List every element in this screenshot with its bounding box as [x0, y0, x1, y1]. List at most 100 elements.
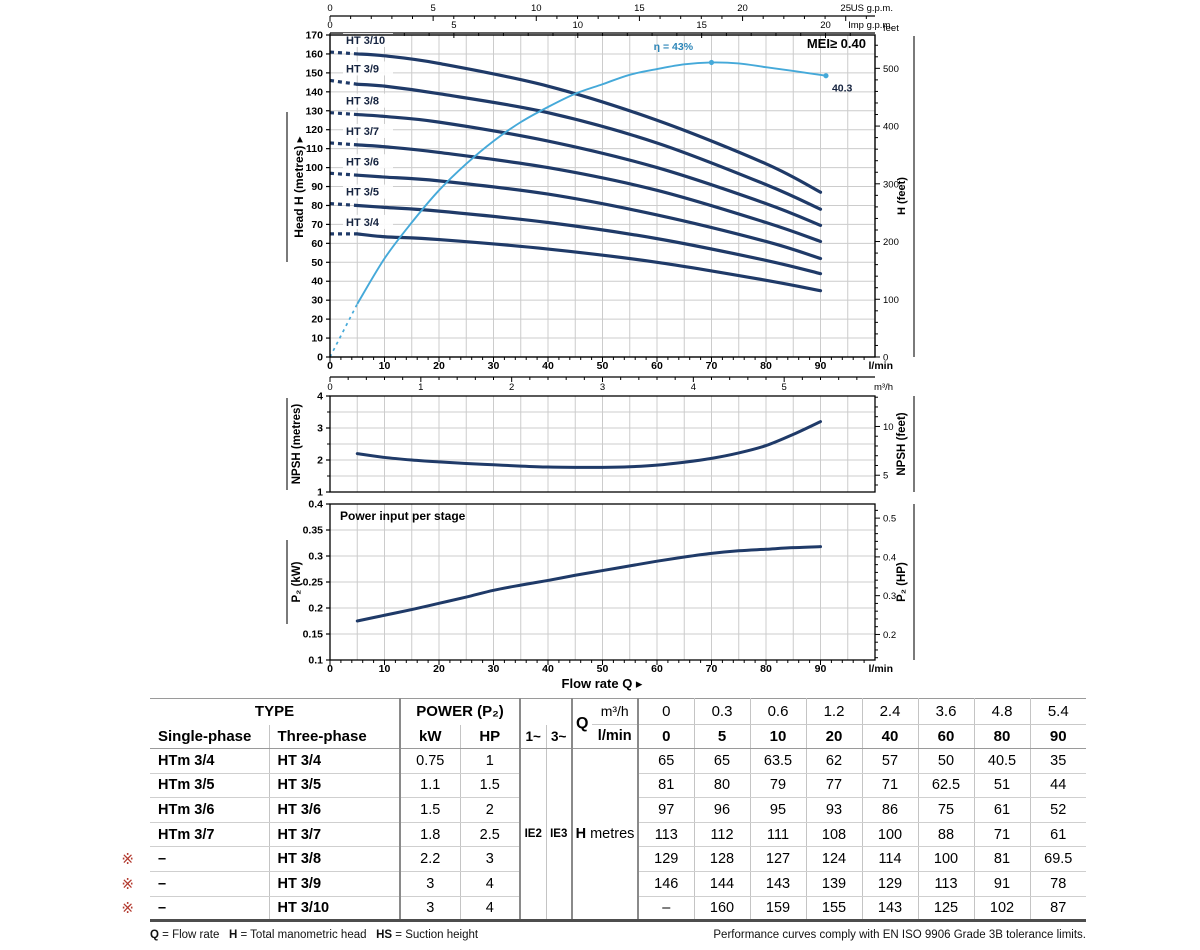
single-phase-model: –: [150, 871, 270, 897]
svg-text:4: 4: [317, 391, 323, 403]
head-value-cell: 80: [694, 773, 751, 799]
single-phase-header: Single-phase: [150, 724, 270, 749]
reference-mark: [95, 749, 150, 774]
svg-text:0.4: 0.4: [308, 499, 323, 511]
head-value-cell: 61: [974, 797, 1031, 823]
head-value-cell: 87: [1030, 896, 1086, 923]
head-value-cell: 44: [1030, 773, 1086, 799]
svg-text:70: 70: [706, 663, 718, 675]
head-value-cell: 86: [862, 797, 919, 823]
svg-text:200: 200: [883, 237, 899, 248]
svg-text:m³/h: m³/h: [874, 382, 893, 393]
tolerance-footnote: Performance curves comply with EN ISO 99…: [713, 929, 1086, 941]
svg-text:10: 10: [531, 3, 542, 14]
svg-text:130: 130: [305, 105, 323, 117]
q-lmin-value: 40: [862, 724, 919, 749]
head-feet-axis-label: H (feet): [896, 177, 908, 215]
head-value-cell: 71: [974, 822, 1031, 848]
svg-text:3: 3: [317, 423, 323, 435]
svg-text:5: 5: [451, 20, 456, 31]
q-lmin-value: 80: [974, 724, 1031, 749]
q-m3h-value: 4.8: [974, 698, 1031, 725]
svg-text:40: 40: [542, 360, 554, 372]
svg-text:80: 80: [311, 200, 323, 212]
reference-mark: ※: [121, 899, 134, 918]
head-value-cell: 124: [806, 846, 863, 872]
svg-text:Imp g.p.m.: Imp g.p.m.: [848, 20, 893, 31]
head-value-cell: 79: [750, 773, 807, 799]
efficiency-peak-dot: [708, 59, 715, 66]
single-phase-model: HTm 3/5: [150, 773, 270, 799]
svg-text:40: 40: [542, 663, 554, 675]
q-lmin-unit: l/min: [597, 728, 632, 744]
head-value-cell: 100: [862, 822, 919, 848]
series-label: HT 3/4: [346, 217, 380, 229]
ie3-badge: IE3: [546, 748, 573, 923]
ie2-badge: IE2: [520, 748, 547, 923]
head-value-cell: 78: [1030, 871, 1086, 897]
head-value-cell: 65: [694, 748, 751, 774]
svg-text:10: 10: [379, 360, 391, 372]
head-value-cell: 65: [638, 748, 695, 774]
head-value-cell: 71: [862, 773, 919, 799]
performance-table: TYPE POWER (P₂) Q m³/h l/min 0 0.3 0.6 1.2 2…: [95, 698, 1086, 923]
single-phase-model: –: [150, 846, 270, 872]
curve-ht-3-4: [355, 232, 823, 293]
q-m3h-value: 0: [638, 698, 695, 725]
head-value-cell: 128: [694, 846, 751, 872]
hp-header: HP: [460, 724, 521, 749]
three-phase-model: HT 3/6: [269, 797, 401, 823]
power-chart-title: Power input per stage: [340, 509, 466, 523]
curve-ht-3-10: [355, 52, 823, 194]
q-label: Q: [576, 714, 589, 732]
single-phase-model: HTm 3/7: [150, 822, 270, 848]
power-kw-axis-label: P₂ (kW): [291, 561, 303, 603]
svg-text:feet: feet: [883, 23, 899, 34]
head-value-cell: 62: [806, 748, 863, 774]
svg-text:l/min: l/min: [868, 360, 893, 372]
head-value-cell: 61: [1030, 822, 1086, 848]
head-value-cell: 160: [694, 896, 751, 923]
head-value-cell: 75: [918, 797, 975, 823]
svg-text:100: 100: [883, 295, 899, 306]
svg-text:20: 20: [433, 663, 445, 675]
svg-text:0: 0: [327, 20, 332, 31]
h-metres-label: H metres: [572, 748, 639, 923]
power-curve: [355, 545, 822, 623]
svg-text:0.1: 0.1: [308, 655, 323, 667]
svg-text:60: 60: [651, 663, 663, 675]
power-hp-axis-label: P₂ (HP): [896, 562, 908, 602]
q-m3h-value: 3.6: [918, 698, 975, 725]
power-hp-value: 1: [460, 748, 521, 774]
svg-text:1: 1: [418, 382, 423, 393]
q-lmin-value: 5: [694, 724, 751, 749]
svg-text:0.2: 0.2: [883, 630, 896, 641]
head-value-cell: 143: [750, 871, 807, 897]
legend-footnote: Q = Flow rate H = Total manometric head …: [150, 929, 479, 941]
power-kw-value: 3: [400, 871, 461, 897]
npsh-metres-axis-label: NPSH (metres): [291, 403, 303, 485]
svg-text:0: 0: [327, 360, 333, 372]
head-value-cell: 69.5: [1030, 846, 1086, 872]
q-m3h-value: 0.6: [750, 698, 807, 725]
table-row: HTm 3/7 HT 3/7 1.8 2.5 113 112 111 108 100 88 71 61: [95, 822, 1086, 848]
reference-mark: ※: [121, 874, 134, 893]
svg-text:0: 0: [327, 3, 332, 14]
head-value-cell: 57: [862, 748, 919, 774]
head-value-cell: 40.5: [974, 748, 1031, 774]
svg-text:2: 2: [509, 382, 514, 393]
three-phase-model: HT 3/5: [269, 773, 401, 799]
power-hp-value: 2: [460, 797, 521, 823]
mei-label: MEI≥ 0.40: [807, 36, 866, 51]
head-value-cell: 81: [638, 773, 695, 799]
three-phase-model: HT 3/8: [269, 846, 401, 872]
reference-mark: ※: [121, 850, 134, 869]
svg-text:US g.p.m.: US g.p.m.: [851, 3, 893, 14]
svg-text:50: 50: [597, 663, 609, 675]
head-value-cell: 77: [806, 773, 863, 799]
curve-ht-3-7-dash: [329, 141, 358, 147]
svg-text:40: 40: [311, 276, 323, 288]
svg-text:70: 70: [311, 219, 323, 231]
npsh-feet-axis-label: NPSH (feet): [896, 412, 908, 476]
